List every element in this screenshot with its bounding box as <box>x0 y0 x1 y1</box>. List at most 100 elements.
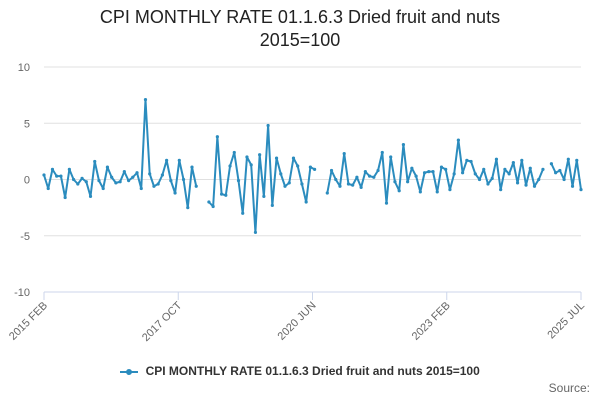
data-point[interactable] <box>313 167 317 171</box>
data-point[interactable] <box>148 172 152 176</box>
data-point[interactable] <box>194 184 198 188</box>
data-point[interactable] <box>207 200 211 204</box>
data-point[interactable] <box>122 170 126 174</box>
data-point[interactable] <box>173 191 177 195</box>
data-point[interactable] <box>296 164 300 168</box>
data-point[interactable] <box>105 165 110 169</box>
data-point[interactable] <box>270 203 274 207</box>
data-point[interactable] <box>363 170 367 174</box>
data-point[interactable] <box>575 158 579 162</box>
data-point[interactable] <box>249 163 253 167</box>
data-point[interactable] <box>274 156 279 160</box>
data-point[interactable] <box>143 98 148 102</box>
data-point[interactable] <box>334 177 338 182</box>
data-point[interactable] <box>287 181 291 185</box>
data-point[interactable] <box>110 175 114 179</box>
data-point[interactable] <box>528 166 532 170</box>
data-point[interactable] <box>566 157 570 161</box>
data-point[interactable] <box>88 194 93 198</box>
data-point[interactable] <box>304 200 308 204</box>
data-point[interactable] <box>427 170 431 174</box>
data-point[interactable] <box>329 168 334 173</box>
data-point[interactable] <box>139 186 143 191</box>
data-point[interactable] <box>414 174 418 178</box>
data-point[interactable] <box>211 204 215 209</box>
data-point[interactable] <box>338 184 342 188</box>
data-point[interactable] <box>422 171 427 175</box>
data-point[interactable] <box>499 188 503 192</box>
data-point[interactable] <box>76 182 80 186</box>
data-point[interactable] <box>515 181 520 185</box>
data-point[interactable] <box>397 189 401 193</box>
data-point[interactable] <box>258 153 262 157</box>
data-point[interactable] <box>152 184 156 188</box>
data-point[interactable] <box>93 159 97 164</box>
data-point[interactable] <box>135 171 139 175</box>
data-point[interactable] <box>186 206 190 210</box>
data-point[interactable] <box>46 186 50 191</box>
data-point[interactable] <box>342 152 346 156</box>
data-point[interactable] <box>63 195 67 200</box>
data-point[interactable] <box>482 167 486 171</box>
data-point[interactable] <box>418 190 422 194</box>
data-point[interactable] <box>279 172 283 176</box>
data-point[interactable] <box>532 184 537 188</box>
data-point[interactable] <box>50 167 55 171</box>
data-point[interactable] <box>71 177 76 182</box>
data-point[interactable] <box>291 156 296 160</box>
data-point[interactable] <box>490 176 494 180</box>
data-point[interactable] <box>308 165 312 169</box>
data-point[interactable] <box>469 159 473 164</box>
data-point[interactable] <box>570 184 575 188</box>
data-point[interactable] <box>346 182 351 186</box>
data-point[interactable] <box>410 166 414 170</box>
data-point[interactable] <box>84 180 88 184</box>
data-point[interactable] <box>236 179 241 183</box>
data-point[interactable] <box>384 201 389 205</box>
data-point[interactable] <box>266 123 270 128</box>
data-point[interactable] <box>558 168 562 173</box>
data-point[interactable] <box>554 171 558 175</box>
data-point[interactable] <box>452 172 456 176</box>
data-point[interactable] <box>520 158 524 162</box>
legend[interactable]: CPI MONTHLY RATE 01.1.6.3 Dried fruit an… <box>0 364 600 378</box>
data-point[interactable] <box>283 184 287 188</box>
data-point[interactable] <box>562 177 566 182</box>
data-point[interactable] <box>541 167 545 171</box>
data-point[interactable] <box>465 158 469 162</box>
data-point[interactable] <box>380 150 384 155</box>
data-point[interactable] <box>300 182 304 186</box>
data-point[interactable] <box>228 164 232 168</box>
data-point[interactable] <box>253 230 258 234</box>
data-point[interactable] <box>131 175 135 179</box>
data-point[interactable] <box>262 194 266 198</box>
data-point[interactable] <box>232 150 236 155</box>
data-point[interactable] <box>219 192 224 196</box>
data-point[interactable] <box>169 179 173 183</box>
data-point[interactable] <box>351 183 355 187</box>
data-point[interactable] <box>537 177 541 182</box>
data-point[interactable] <box>156 182 160 186</box>
data-point[interactable] <box>448 188 452 192</box>
data-point[interactable] <box>473 172 477 176</box>
data-point[interactable] <box>389 155 393 159</box>
data-point[interactable] <box>355 175 359 179</box>
data-point[interactable] <box>431 170 435 174</box>
data-point[interactable] <box>524 183 528 187</box>
data-point[interactable] <box>461 171 465 175</box>
data-point[interactable] <box>59 174 63 178</box>
data-point[interactable] <box>177 158 181 162</box>
data-point[interactable] <box>444 167 448 171</box>
data-point[interactable] <box>367 174 372 178</box>
data-point[interactable] <box>435 190 439 194</box>
data-point[interactable] <box>549 162 554 166</box>
data-point[interactable] <box>579 188 583 192</box>
data-point[interactable] <box>80 176 84 180</box>
data-point[interactable] <box>393 180 397 184</box>
data-point[interactable] <box>101 186 105 191</box>
data-point[interactable] <box>241 211 245 215</box>
data-point[interactable] <box>439 165 444 169</box>
data-point[interactable] <box>477 177 482 182</box>
data-point[interactable] <box>359 185 363 189</box>
data-point[interactable] <box>190 165 194 169</box>
